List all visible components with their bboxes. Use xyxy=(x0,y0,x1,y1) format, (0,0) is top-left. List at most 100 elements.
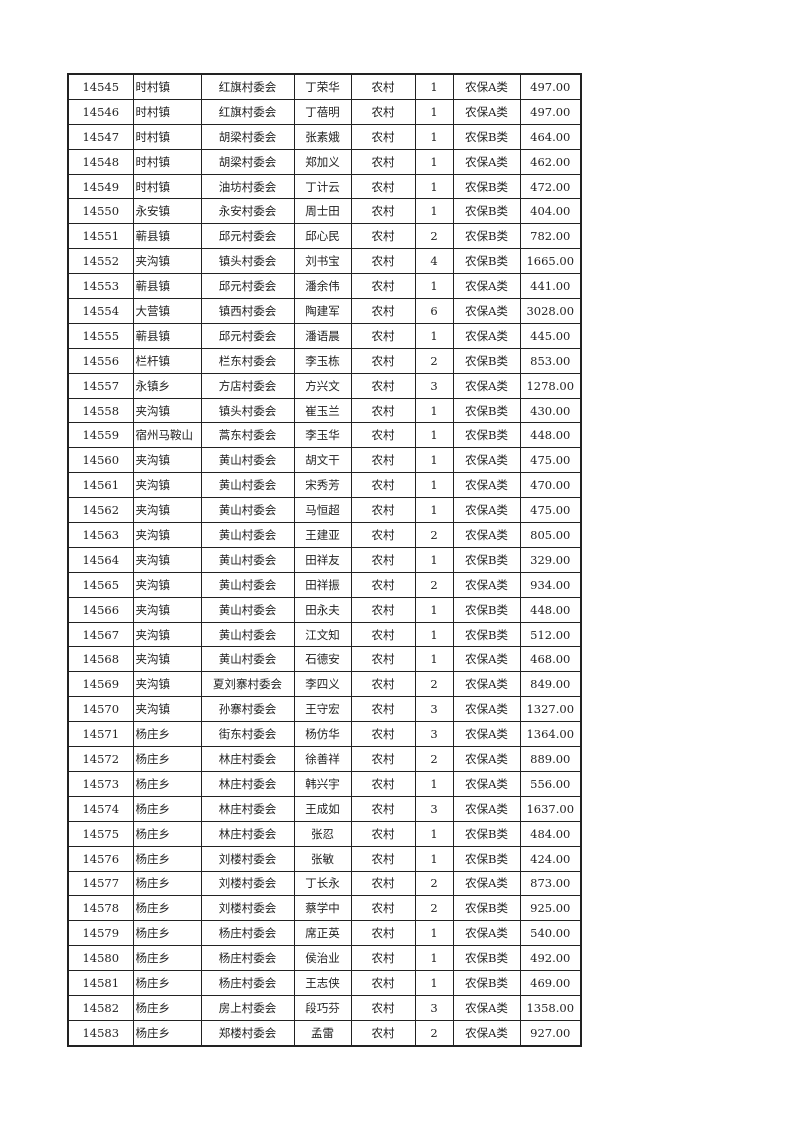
record-id-cell: 14568 xyxy=(67,646,134,673)
town-cell: 夹沟镇 xyxy=(132,571,202,598)
insurance-class-cell: 农保A类 xyxy=(452,721,521,748)
person-name-cell: 段巧芬 xyxy=(293,994,352,1021)
person-name-cell: 宋秀芳 xyxy=(293,472,352,499)
person-name-cell: 侯治业 xyxy=(293,945,352,972)
record-id-cell: 14565 xyxy=(67,571,134,598)
insurance-class-cell: 农保B类 xyxy=(452,248,521,275)
insurance-class-cell: 农保A类 xyxy=(452,522,521,548)
insurance-class-cell: 农保A类 xyxy=(452,920,521,947)
amount-cell: 873.00 xyxy=(519,870,582,897)
town-cell: 杨庄乡 xyxy=(132,1019,202,1047)
village-cell: 黄山村委会 xyxy=(200,522,295,548)
town-cell: 时村镇 xyxy=(132,148,202,175)
household-count-cell: 1 xyxy=(414,845,454,872)
village-cell: 黄山村委会 xyxy=(200,497,295,524)
table-row: 14550 永安镇 永安村委会 周士田 农村 1 农保B类 404.00 xyxy=(67,198,582,225)
area-type-cell: 农村 xyxy=(350,173,416,200)
table-row: 14562 夹沟镇 黄山村委会 马恒超 农村 1 农保A类 475.00 xyxy=(67,497,582,524)
town-cell: 夹沟镇 xyxy=(132,497,202,524)
person-name-cell: 徐善祥 xyxy=(293,746,352,772)
village-cell: 胡梁村委会 xyxy=(200,148,295,175)
person-name-cell: 田祥振 xyxy=(293,571,352,598)
village-cell: 房上村委会 xyxy=(200,994,295,1021)
person-name-cell: 张忍 xyxy=(293,820,352,847)
household-count-cell: 2 xyxy=(414,671,454,698)
village-cell: 黄山村委会 xyxy=(200,472,295,499)
table-row: 14583 杨庄乡 郑楼村委会 孟雷 农村 2 农保A类 927.00 xyxy=(67,1019,582,1047)
record-id-cell: 14572 xyxy=(67,746,134,772)
area-type-cell: 农村 xyxy=(350,696,416,723)
person-name-cell: 陶建军 xyxy=(293,298,352,324)
amount-cell: 805.00 xyxy=(519,522,582,548)
town-cell: 杨庄乡 xyxy=(132,746,202,772)
household-count-cell: 2 xyxy=(414,870,454,897)
town-cell: 杨庄乡 xyxy=(132,820,202,847)
town-cell: 栏杆镇 xyxy=(132,347,202,374)
table-row: 14574 杨庄乡 林庄村委会 王成如 农村 3 农保A类 1637.00 xyxy=(67,795,582,822)
area-type-cell: 农村 xyxy=(350,497,416,524)
person-name-cell: 石德安 xyxy=(293,646,352,673)
amount-cell: 1327.00 xyxy=(519,696,582,723)
amount-cell: 448.00 xyxy=(519,422,582,449)
household-count-cell: 3 xyxy=(414,994,454,1021)
insurance-class-cell: 农保B类 xyxy=(452,397,521,424)
record-id-cell: 14566 xyxy=(67,596,134,623)
household-count-cell: 1 xyxy=(414,770,454,797)
insurance-class-cell: 农保B类 xyxy=(452,945,521,972)
town-cell: 永镇乡 xyxy=(132,372,202,399)
household-count-cell: 1 xyxy=(414,472,454,499)
area-type-cell: 农村 xyxy=(350,770,416,797)
amount-cell: 462.00 xyxy=(519,148,582,175)
insurance-class-cell: 农保A类 xyxy=(452,372,521,399)
amount-cell: 3028.00 xyxy=(519,298,582,324)
amount-cell: 1665.00 xyxy=(519,248,582,275)
area-type-cell: 农村 xyxy=(350,472,416,499)
household-count-cell: 1 xyxy=(414,945,454,972)
household-count-cell: 3 xyxy=(414,372,454,399)
area-type-cell: 农村 xyxy=(350,372,416,399)
town-cell: 时村镇 xyxy=(132,98,202,125)
amount-cell: 469.00 xyxy=(519,970,582,996)
person-name-cell: 周士田 xyxy=(293,198,352,225)
household-count-cell: 2 xyxy=(414,895,454,922)
person-name-cell: 潘余伟 xyxy=(293,273,352,300)
record-id-cell: 14546 xyxy=(67,98,134,125)
insurance-class-cell: 农保A类 xyxy=(452,298,521,324)
record-id-cell: 14577 xyxy=(67,870,134,897)
person-name-cell: 王志侠 xyxy=(293,970,352,996)
area-type-cell: 农村 xyxy=(350,671,416,698)
village-cell: 刘楼村委会 xyxy=(200,895,295,922)
table-row: 14569 夹沟镇 夏刘寨村委会 李四义 农村 2 农保A类 849.00 xyxy=(67,671,582,698)
town-cell: 夹沟镇 xyxy=(132,696,202,723)
amount-cell: 1364.00 xyxy=(519,721,582,748)
person-name-cell: 李玉栋 xyxy=(293,347,352,374)
area-type-cell: 农村 xyxy=(350,795,416,822)
record-id-cell: 14545 xyxy=(67,73,134,100)
area-type-cell: 农村 xyxy=(350,148,416,175)
area-type-cell: 农村 xyxy=(350,621,416,648)
town-cell: 时村镇 xyxy=(132,173,202,200)
table-row: 14577 杨庄乡 刘楼村委会 丁长永 农村 2 农保A类 873.00 xyxy=(67,870,582,897)
table-row: 14570 夹沟镇 孙寨村委会 王守宏 农村 3 农保A类 1327.00 xyxy=(67,696,582,723)
record-id-cell: 14573 xyxy=(67,770,134,797)
amount-cell: 512.00 xyxy=(519,621,582,648)
table-row: 14549 时村镇 油坊村委会 丁计云 农村 1 农保B类 472.00 xyxy=(67,173,582,200)
area-type-cell: 农村 xyxy=(350,522,416,548)
table-row: 14576 杨庄乡 刘楼村委会 张敏 农村 1 农保B类 424.00 xyxy=(67,845,582,872)
insurance-class-cell: 农保B类 xyxy=(452,422,521,449)
village-cell: 黄山村委会 xyxy=(200,447,295,474)
town-cell: 杨庄乡 xyxy=(132,721,202,748)
village-cell: 胡梁村委会 xyxy=(200,123,295,150)
amount-cell: 492.00 xyxy=(519,945,582,972)
town-cell: 夹沟镇 xyxy=(132,596,202,623)
village-cell: 邱元村委会 xyxy=(200,223,295,250)
amount-cell: 497.00 xyxy=(519,98,582,125)
area-type-cell: 农村 xyxy=(350,820,416,847)
town-cell: 杨庄乡 xyxy=(132,920,202,947)
records-table: 14545 时村镇 红旗村委会 丁荣华 农村 1 农保A类 497.00 14546 时村镇 红旗村… xyxy=(67,73,582,1047)
amount-cell: 468.00 xyxy=(519,646,582,673)
record-id-cell: 14551 xyxy=(67,223,134,250)
person-name-cell: 丁计云 xyxy=(293,173,352,200)
village-cell: 郑楼村委会 xyxy=(200,1019,295,1047)
insurance-class-cell: 农保A类 xyxy=(452,746,521,772)
